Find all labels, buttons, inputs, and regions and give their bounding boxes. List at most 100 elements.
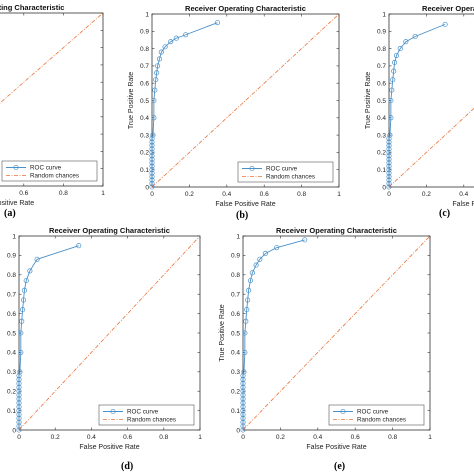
roc-curve-point <box>150 132 156 138</box>
roc-curve-point <box>249 270 255 276</box>
x-tick-label: 0.6 <box>260 191 269 198</box>
random-chances-line <box>0 12 104 104</box>
x-tick-label: 0.4 <box>459 191 468 198</box>
y-tick-label: 1 <box>12 233 16 240</box>
roc-curve-point <box>16 419 22 425</box>
chart-1: Receiver Operating Characteristic00.10.2… <box>0 3 105 207</box>
y-tick-label: 1 <box>236 233 240 240</box>
x-axis-label: False Positive Rate <box>215 201 275 208</box>
roc-curve-point <box>149 184 155 190</box>
legend-entry: Random chances <box>357 417 406 424</box>
roc-curve-point <box>386 184 392 190</box>
y-tick-label: 0.3 <box>377 132 386 139</box>
roc-curve-point <box>16 423 22 429</box>
y-tick-label: 0.5 <box>231 330 240 337</box>
roc-curve-point <box>388 115 394 121</box>
y-tick-label: 0.8 <box>231 272 240 279</box>
y-tick-label: 0.8 <box>7 272 16 279</box>
y-tick-label: 0.7 <box>140 63 149 70</box>
y-tick-label: 0.2 <box>7 389 16 396</box>
roc-curve-point <box>392 59 398 65</box>
chart-title: Receiver Operating Characteristic <box>49 226 170 235</box>
y-tick-label: 0.3 <box>231 369 240 376</box>
chart-4: Receiver Operating Characteristic 0 0.1 0.2… <box>0 226 202 451</box>
x-tick-label: 0.8 <box>297 191 306 198</box>
x-tick-label: 0.8 <box>59 190 68 197</box>
roc-curve-point <box>149 167 155 173</box>
x-tick-label: 0 <box>241 434 245 441</box>
x-tick-label: 0.2 <box>422 191 431 198</box>
roc-curve-point <box>151 115 157 121</box>
roc-curve-point <box>240 408 246 414</box>
roc-curve-point <box>149 136 155 142</box>
x-tick-label: 0.4 <box>313 434 322 441</box>
x-tick-label: 1 <box>428 434 432 441</box>
y-tick-label: 0.2 <box>140 150 149 157</box>
x-axis-label: False Positive Rate <box>452 201 474 208</box>
legend-entry: ROC curve <box>127 409 159 416</box>
roc-curve-point <box>151 97 157 104</box>
roc-curve-point <box>240 377 246 383</box>
roc-curve-point <box>155 63 161 69</box>
legend-entry: ROC curve <box>266 166 298 173</box>
y-tick-label: 0.9 <box>231 253 240 260</box>
y-tick-label: 0.4 <box>140 115 149 122</box>
y-tick-label: 0.2 <box>377 150 386 157</box>
panel-label-e: (e) <box>334 461 346 472</box>
y-tick-label: 0.5 <box>140 98 149 105</box>
x-tick-label: 0 <box>150 191 154 198</box>
x-tick-label: 0.4 <box>222 191 231 198</box>
x-tick-label: 0.6 <box>123 434 132 441</box>
roc-curve-point <box>386 146 392 152</box>
x-axis-label: False Positive Rate <box>79 444 139 451</box>
roc-curve-point <box>16 396 22 402</box>
y-tick-label: 0.6 <box>377 81 386 88</box>
roc-curve-point <box>27 268 33 274</box>
roc-curve-point <box>253 262 259 268</box>
y-tick-label: 0.7 <box>7 292 16 299</box>
roc-curve-point <box>16 373 22 379</box>
y-tick-label: 0.2 <box>231 389 240 396</box>
roc-curve-point <box>16 380 22 386</box>
y-tick-label: 0 <box>12 427 16 434</box>
plot-area <box>18 235 201 431</box>
roc-curve-point <box>149 146 155 152</box>
roc-curve-point <box>76 243 82 249</box>
roc-curve-point <box>153 77 159 83</box>
chart-title: Receiver Operating Characteristic <box>422 4 474 13</box>
random-chances-line <box>242 235 431 431</box>
y-tick-label: 0.8 <box>377 46 386 53</box>
roc-curve-point <box>247 278 254 284</box>
roc-curve-point <box>20 297 27 303</box>
x-tick-label: 0.2 <box>51 434 60 441</box>
roc-curve-point <box>149 156 155 162</box>
y-axis-label: True Positive Rate <box>128 72 135 129</box>
chart-5: Receiver Operating Characteristic 0 0.1 0.2… <box>219 226 432 451</box>
chart-title: Receiver Operating Characteristic <box>185 4 306 13</box>
y-tick-label: 0.9 <box>140 29 149 36</box>
x-tick-label: 0 <box>17 434 21 441</box>
y-tick-label: 0.4 <box>231 350 240 357</box>
roc-curve-point <box>391 68 397 74</box>
roc-curve-line <box>242 239 305 430</box>
y-tick-label: 0.7 <box>377 63 386 70</box>
x-tick-label: 1 <box>337 191 341 198</box>
roc-curve-point <box>262 250 268 257</box>
roc-curve-point <box>386 156 392 162</box>
x-tick-label: 0.2 <box>185 191 194 198</box>
y-tick-label: 0.6 <box>140 81 149 88</box>
roc-curve-point <box>173 35 179 41</box>
roc-curve-point <box>18 330 24 336</box>
legend-entry: ROC curve <box>357 409 389 416</box>
roc-curve-point <box>240 427 246 433</box>
roc-curve-point <box>386 174 392 180</box>
x-tick-label: 1 <box>198 434 202 441</box>
roc-curve-point <box>16 415 22 421</box>
y-tick-label: 0.1 <box>377 167 386 174</box>
roc-curve-point <box>154 70 160 76</box>
roc-curve-point <box>149 163 155 169</box>
roc-curve-point <box>21 287 27 293</box>
legend-entry: ROC curve <box>30 165 62 172</box>
